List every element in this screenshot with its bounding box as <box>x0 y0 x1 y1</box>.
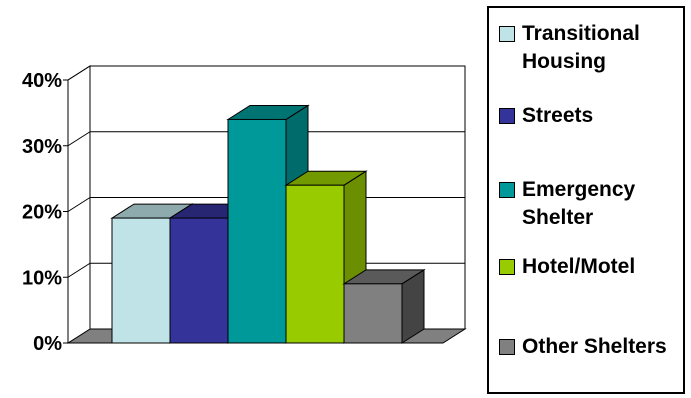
legend-item-streets: Streets <box>499 102 682 130</box>
bar-front <box>111 217 171 344</box>
legend-swatch <box>499 26 515 42</box>
legend-item-transitional-housing: Transitional Housing <box>499 20 682 76</box>
bar-front <box>343 283 403 344</box>
gridline-side <box>67 131 91 147</box>
y-tick-label: 40% <box>22 70 62 92</box>
y-tick-label: 20% <box>22 202 62 224</box>
legend-swatch <box>499 259 515 275</box>
bar-front <box>227 118 287 344</box>
y-tick-label: 10% <box>22 267 62 289</box>
legend-label: Transitional Housing <box>522 22 640 73</box>
bar-chart: 0% 10% 20% 30% 40% <box>22 65 467 355</box>
legend-swatch <box>499 182 515 198</box>
bar-front <box>169 217 229 344</box>
chart-legend: Transitional Housing Streets Emergency She… <box>487 6 685 394</box>
bar-other-shelters <box>342 268 426 344</box>
bar-front <box>285 184 345 344</box>
legend-swatch <box>499 339 515 355</box>
gridline-side <box>67 262 91 278</box>
chart-bars <box>110 104 426 344</box>
y-tick-label: 30% <box>22 136 62 158</box>
legend-label: Hotel/Motel <box>522 255 636 278</box>
legend-item-hotel-motel: Hotel/Motel <box>499 253 682 281</box>
gridline-side <box>67 197 91 212</box>
legend-label: Streets <box>522 104 594 127</box>
y-tick-label: 0% <box>33 333 62 355</box>
legend-item-other-shelters: Other Shelters <box>499 333 682 361</box>
legend-label: Emergency Shelter <box>522 178 636 229</box>
legend-label: Other Shelters <box>522 335 667 358</box>
legend-item-emergency-shelter: Emergency Shelter <box>499 176 682 232</box>
legend-swatch <box>499 108 515 124</box>
gridline-side <box>67 65 91 81</box>
y-axis-ticks: 0% 10% 20% 30% 40% <box>22 70 69 355</box>
